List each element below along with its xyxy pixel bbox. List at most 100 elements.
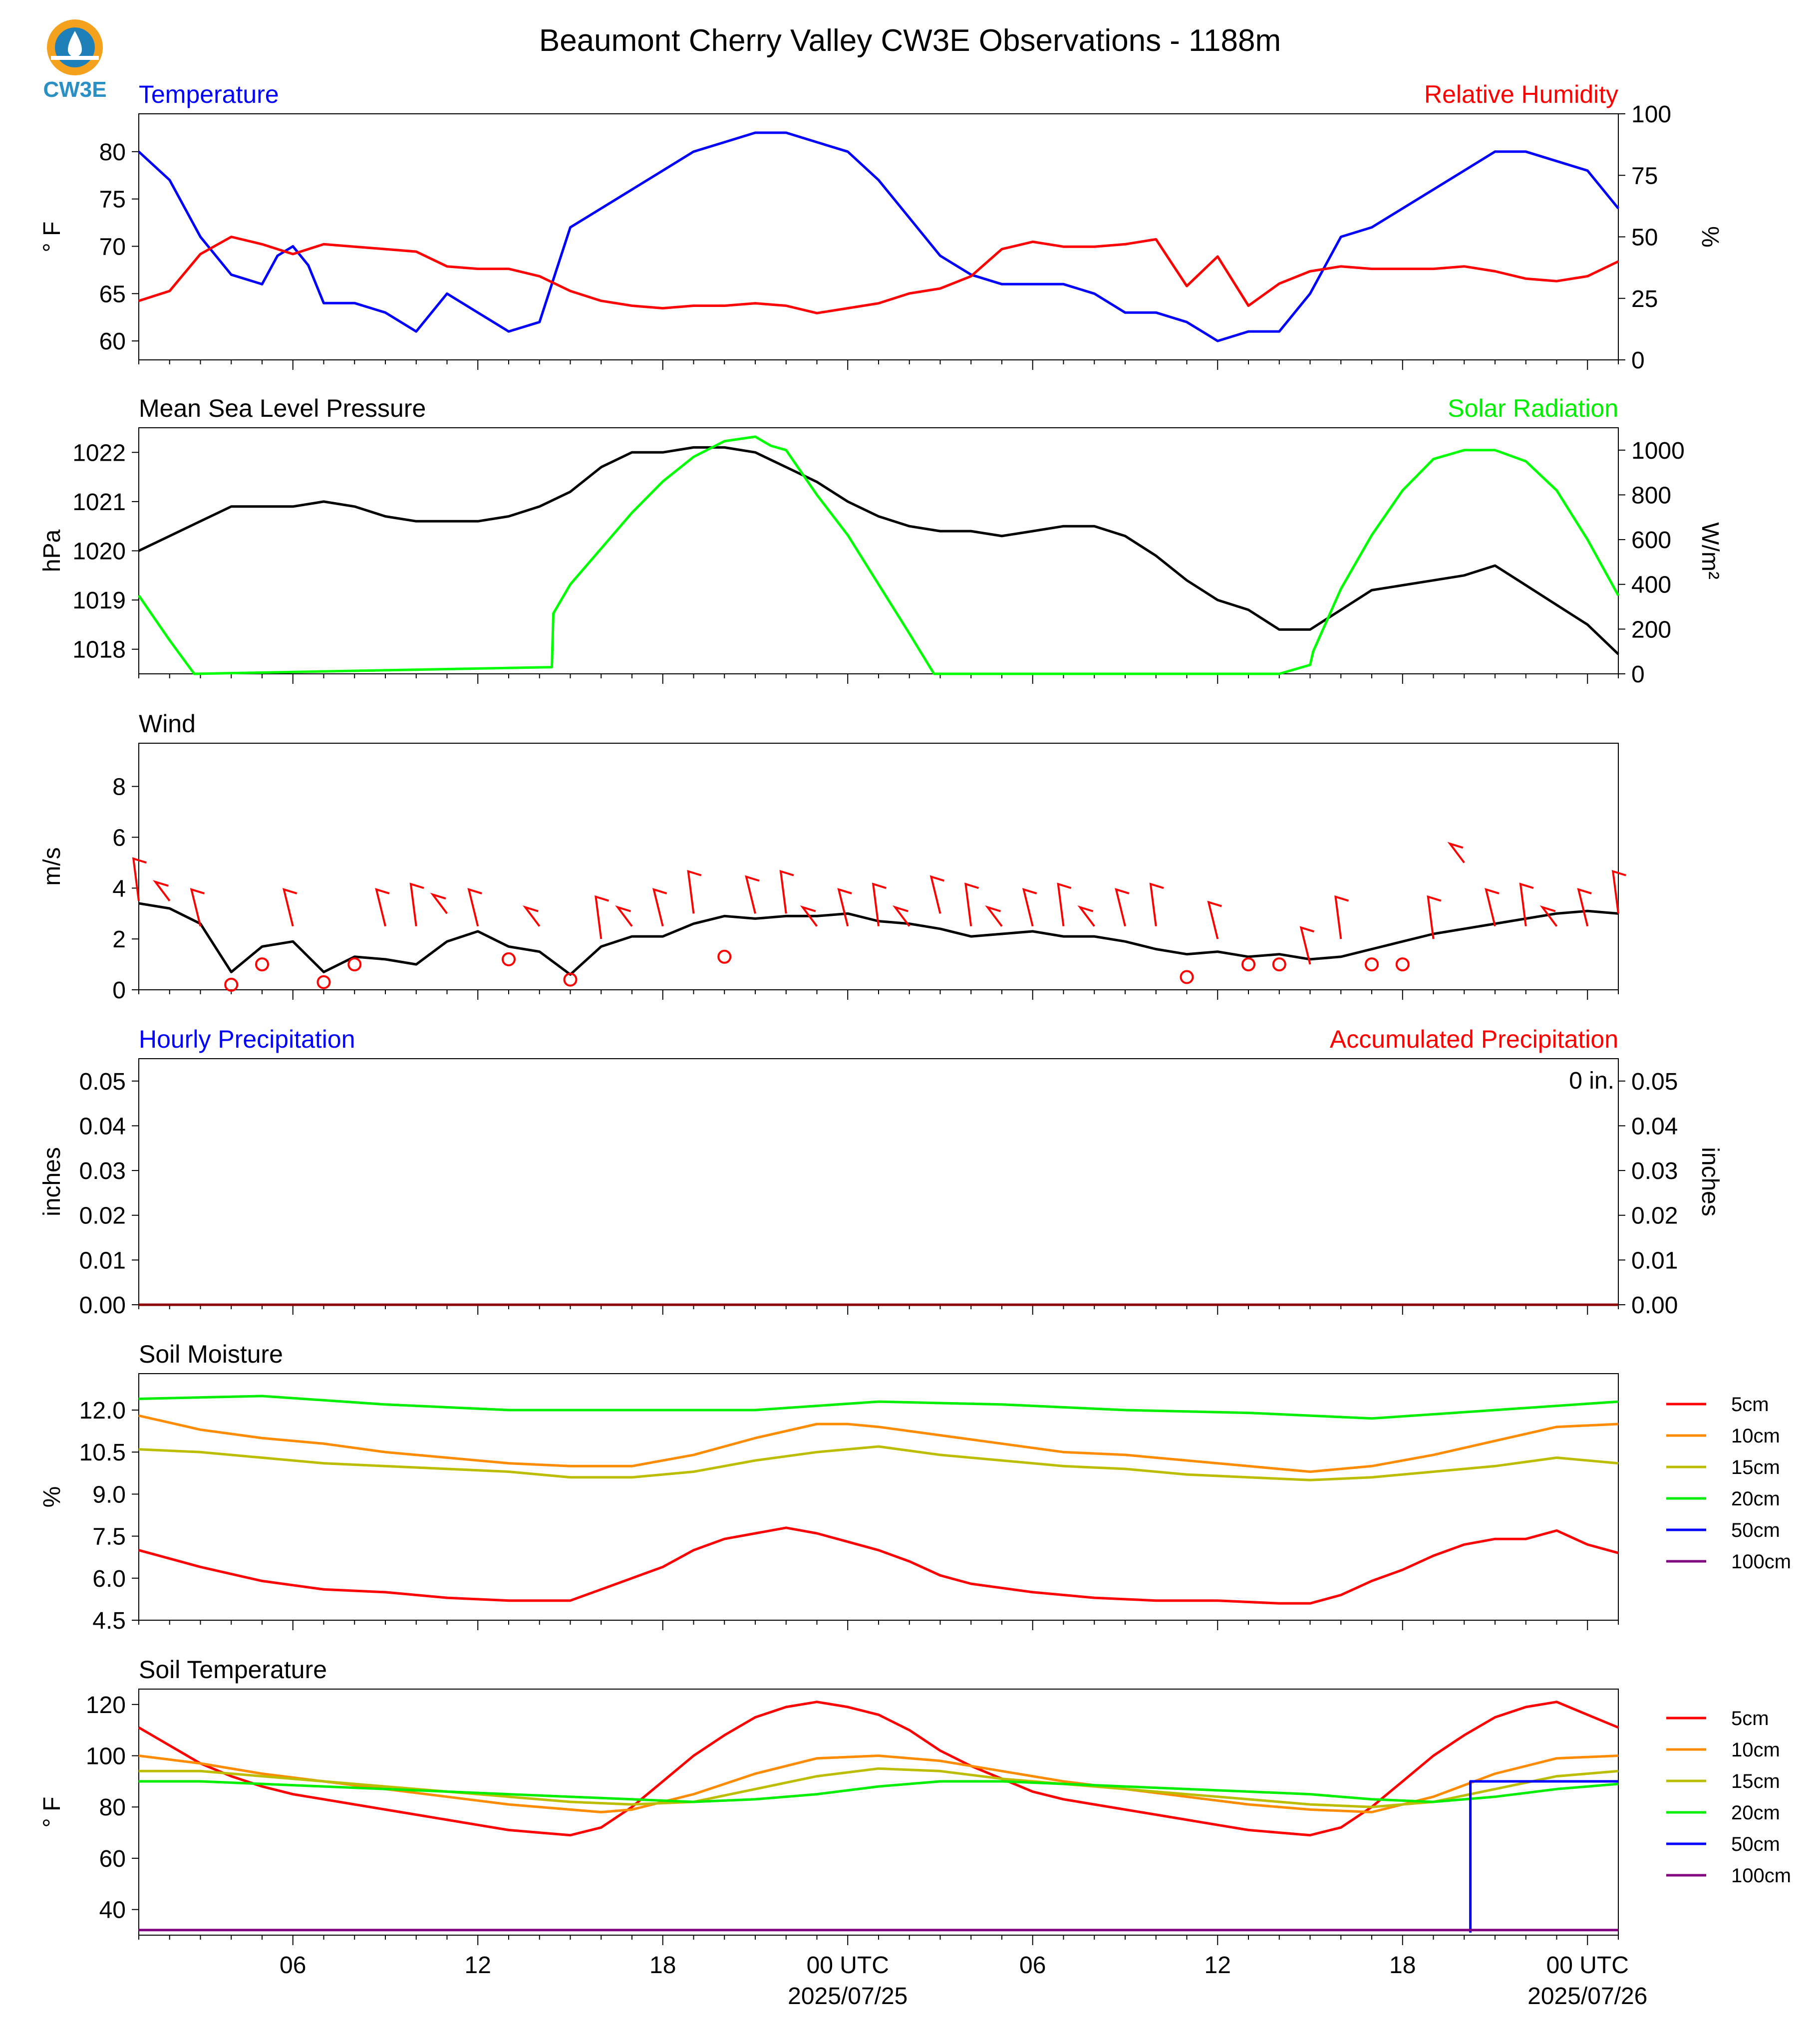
- y-tick-label-right: 0: [1631, 347, 1645, 374]
- wind-barb: [152, 879, 171, 901]
- wind-barb-calm: [255, 957, 269, 972]
- cw3e-logo-drop: [68, 31, 82, 57]
- x-tick-label: 18: [1389, 1952, 1416, 1979]
- wind-barb: [1299, 926, 1315, 965]
- wind-barb: [430, 892, 448, 914]
- y-axis-label: inches: [39, 1147, 65, 1216]
- legend-label: 15cm: [1731, 1770, 1780, 1792]
- y-tick-label: 70: [99, 234, 126, 260]
- x-tick-label: 06: [1019, 1952, 1046, 1979]
- wind-barb: [964, 882, 979, 926]
- y-tick-label: 0.01: [79, 1247, 126, 1274]
- chart-panels: Temperature Relative Humidity6065707580° …: [39, 80, 1791, 2010]
- y-tick-label: 10.5: [79, 1440, 126, 1466]
- y-tick-label-right: 0.00: [1631, 1292, 1678, 1319]
- plot-frame: [138, 1058, 1619, 1305]
- panel-title-left: Soil Temperature: [139, 1656, 327, 1684]
- x-tick-label: 00 UTC: [1546, 1952, 1629, 1979]
- wind-barb-calm: [316, 975, 331, 989]
- wind-barb: [467, 888, 482, 927]
- wind-barb-calm: [1241, 957, 1255, 972]
- panel-title-right: Relative Humidity: [1424, 80, 1618, 108]
- wind-barb: [615, 905, 633, 927]
- wind-barb: [1485, 888, 1500, 927]
- x-tick-label: 12: [465, 1952, 491, 1979]
- y-tick-label: 100: [86, 1743, 126, 1770]
- x-date-label: 2025/07/26: [1527, 1983, 1647, 2010]
- y-tick-label-right: 75: [1631, 163, 1658, 189]
- y-tick-label: 12.0: [79, 1398, 126, 1424]
- x-axis-labels: 06 12 18 00 UTC 06 12 18 00 UTC 2025/07/25 2025/0…: [280, 1952, 1647, 2010]
- wind-barb: [282, 888, 298, 927]
- y-tick-label: 65: [99, 281, 126, 307]
- y-axis-label: %: [39, 1486, 65, 1508]
- series-line-5cm: [138, 1526, 1619, 1605]
- legend-label: 15cm: [1731, 1456, 1780, 1478]
- y-tick-label: 80: [99, 1794, 126, 1821]
- y-tick-label: 8: [112, 774, 126, 801]
- panel-title-left: Temperature: [139, 80, 279, 108]
- x-date-label: 2025/07/25: [788, 1983, 908, 2010]
- y-tick-label: 2: [112, 926, 126, 953]
- y-tick-label-right: 50: [1631, 225, 1658, 251]
- wind-barb: [190, 888, 205, 927]
- wind-barb: [1427, 895, 1442, 939]
- wind-barb: [985, 905, 1003, 927]
- cw3e-logo: CW3E: [43, 19, 107, 102]
- wind-barb-calm: [502, 952, 516, 966]
- x-tick-label: 06: [280, 1952, 306, 1979]
- y-tick-label: 1019: [72, 587, 126, 614]
- wind-barb: [1611, 869, 1626, 914]
- y-tick-label: 6.0: [92, 1566, 126, 1592]
- y-tick-label-right: 100: [1631, 101, 1671, 128]
- x-tick-label: 00 UTC: [807, 1952, 889, 1979]
- y-tick-label: 7.5: [92, 1524, 126, 1550]
- wind-barb: [132, 857, 147, 901]
- legend-label: 10cm: [1731, 1739, 1780, 1761]
- wind-barb: [409, 882, 424, 926]
- y-tick-label: 1021: [72, 489, 126, 516]
- y-axis-label-right: inches: [1697, 1147, 1723, 1216]
- legend-label: 5cm: [1731, 1394, 1769, 1416]
- y-tick-label-right: 800: [1631, 482, 1671, 509]
- series-line-mean-sea-level-pressure: [138, 446, 1619, 655]
- panel-soil-temperature: Soil Temperature 40 60 80 100 120 ° F 5cm 10cm 15…: [39, 1656, 1791, 1945]
- wind-barb: [872, 882, 887, 926]
- legend-label: 100cm: [1731, 1551, 1791, 1573]
- wind-barb: [1447, 842, 1465, 864]
- x-tick-label: 18: [649, 1952, 676, 1979]
- y-tick-label-right: 25: [1631, 286, 1658, 312]
- wind-barb: [1022, 888, 1037, 927]
- y-tick-label: 60: [99, 328, 126, 355]
- panel-precipitation: Hourly Precipitation Accumulated Precipit…: [39, 1025, 1723, 1319]
- y-tick-label: 120: [86, 1692, 126, 1719]
- y-tick-label: 60: [99, 1846, 126, 1872]
- y-tick-label-right: 200: [1631, 616, 1671, 643]
- wind-barb-calm: [717, 949, 732, 964]
- series-line-15cm: [139, 1767, 1619, 1808]
- y-axis-label-right: %: [1697, 226, 1723, 248]
- plot-frame: [138, 1373, 1619, 1621]
- y-tick-label-right: 400: [1631, 572, 1671, 598]
- wind-barb: [1539, 905, 1558, 927]
- y-axis-label: ° F: [39, 222, 65, 253]
- wind-barb-calm: [1272, 957, 1286, 972]
- wind-barb: [1077, 905, 1095, 927]
- wind-barb-calm: [1395, 957, 1410, 972]
- y-tick-label: 75: [99, 187, 126, 213]
- cw3e-logo-wave: [51, 56, 99, 60]
- legend-label: 100cm: [1731, 1865, 1791, 1887]
- y-axis-label: m/s: [39, 847, 65, 885]
- wind-barb: [929, 875, 945, 914]
- panel-soil-moisture: Soil Moisture 4.5 6.0 7.5 9.0 10.5 12.0% 5cm 10c…: [39, 1340, 1791, 1634]
- y-tick-label: 4.5: [92, 1608, 126, 1634]
- y-tick-label-right: 0.03: [1631, 1158, 1678, 1184]
- wind-barb: [837, 888, 852, 927]
- series-line-15cm: [138, 1445, 1619, 1481]
- panel-wind: Wind 0 2 4 6 8 m/s: [39, 710, 1626, 1004]
- wind-barb: [1207, 900, 1222, 939]
- wind-barb: [652, 888, 667, 927]
- y-tick-label: 0.03: [79, 1158, 126, 1184]
- wind-barb: [800, 905, 818, 927]
